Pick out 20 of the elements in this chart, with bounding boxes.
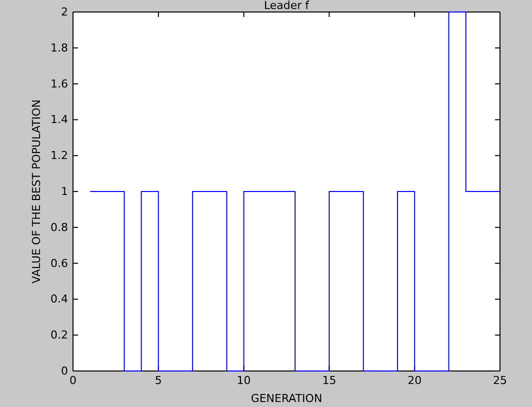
x-tick-label: 5 (154, 374, 162, 387)
x-tick-label: 20 (408, 374, 422, 387)
y-tick-label: 1.8 (50, 41, 68, 54)
y-tick-label: 1.6 (50, 77, 68, 90)
x-tick-label: 15 (322, 374, 336, 387)
y-tick-label: 0 (61, 364, 68, 378)
y-tick-label: 0.2 (50, 328, 68, 342)
y-axis-title: VALUE OF THE BEST POPULATION (30, 100, 43, 284)
y-tick-label: 2 (61, 6, 68, 19)
y-tick-label: 0.6 (50, 256, 68, 270)
x-tick-label: 0 (70, 374, 76, 387)
chart-title: Leader f (264, 0, 310, 12)
y-tick-label: 1.2 (50, 149, 68, 162)
x-tick-label: 10 (236, 374, 251, 387)
y-tick-label: 0.4 (50, 292, 68, 306)
x-tick-label: 25 (493, 374, 507, 387)
y-tick-label: 1 (61, 185, 68, 198)
y-tick-label: 1.4 (50, 113, 68, 126)
y-tick-label: 0.8 (50, 220, 68, 234)
x-axis-title: GENERATION (250, 392, 322, 405)
